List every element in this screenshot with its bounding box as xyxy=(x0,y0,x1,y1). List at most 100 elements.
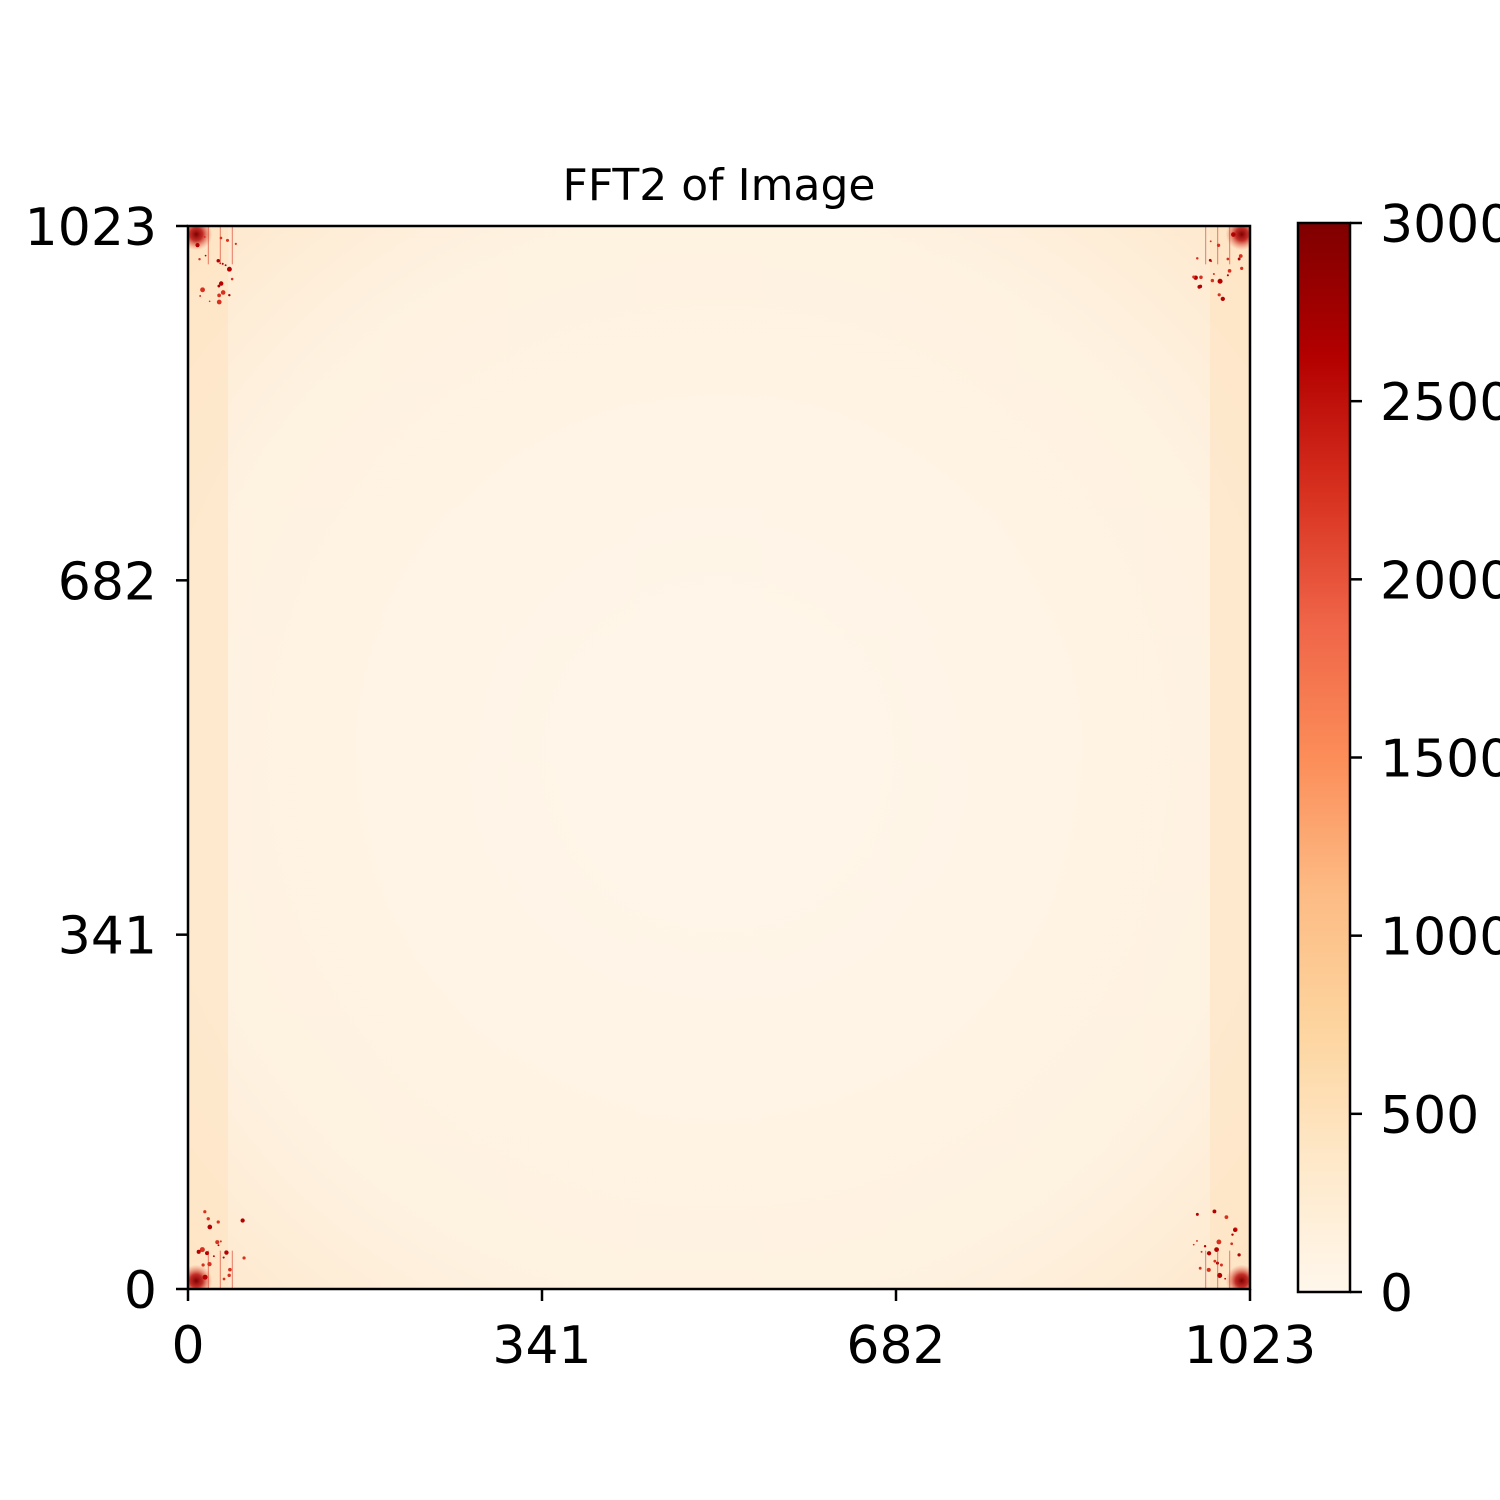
peak-speckle xyxy=(1195,1212,1199,1216)
peak-speckle xyxy=(195,243,200,248)
peak-speckle xyxy=(1217,278,1223,284)
peak-speckle xyxy=(226,266,232,272)
colorbar xyxy=(1298,223,1350,1292)
peak-speckle xyxy=(1238,254,1243,258)
heatmap-image xyxy=(188,226,1250,1289)
y-tick-label: 0 xyxy=(124,1261,157,1321)
peak-speckle xyxy=(219,1240,222,1243)
peak-speckle xyxy=(230,277,234,281)
peak-speckle xyxy=(240,1218,245,1223)
peak-speckle xyxy=(1212,1209,1217,1214)
plot-frame xyxy=(186,224,1252,1291)
colorbar-tick-label: 2500 xyxy=(1380,373,1500,433)
peak-speckle xyxy=(1214,1247,1219,1252)
y-tick-label: 682 xyxy=(58,552,157,612)
peak-speckle xyxy=(222,1277,226,1281)
peak-speckle xyxy=(1240,266,1244,271)
peak-speckle xyxy=(1226,274,1229,277)
peak-speckle xyxy=(224,264,227,267)
edge-band-left xyxy=(188,226,228,1289)
peak-speckle xyxy=(217,284,221,288)
x-tick-label: 0 xyxy=(171,1316,204,1376)
colorbar-tick-label: 500 xyxy=(1380,1086,1479,1146)
peak-speckle xyxy=(1209,240,1212,243)
peak-speckle xyxy=(203,1210,207,1214)
x-axis: 0 341 682 1023 xyxy=(171,1289,1316,1376)
x-tick-label: 341 xyxy=(492,1316,591,1376)
corner-peak xyxy=(188,1264,213,1289)
corner-peak xyxy=(188,226,213,251)
peak-speckle xyxy=(1226,257,1230,261)
peak-speckle xyxy=(199,295,202,297)
peak-speckle xyxy=(1216,1239,1222,1245)
peak-speckle xyxy=(207,1224,213,1230)
y-tick-label: 1023 xyxy=(25,198,157,258)
peak-speckle xyxy=(1231,232,1236,237)
peak-speckle xyxy=(228,1267,232,1272)
peak-speckle xyxy=(1197,285,1202,289)
peak-speckle xyxy=(227,1273,231,1278)
peak-speckle xyxy=(1237,1253,1241,1257)
peak-speckle xyxy=(1224,1215,1229,1220)
colorbar-axis: 0 500 1000 1500 2000 2500 3000 xyxy=(1350,195,1500,1324)
peak-speckle xyxy=(1199,275,1203,280)
peak-speckle xyxy=(1196,257,1199,260)
colorbar-tick-label: 1500 xyxy=(1380,730,1500,790)
peak-speckle xyxy=(204,254,207,257)
y-axis: 0 341 682 1023 xyxy=(25,198,188,1321)
chart-title: FFT2 of Image xyxy=(563,160,876,211)
colorbar-tick-label: 1000 xyxy=(1380,908,1500,968)
peak-speckle xyxy=(1233,1228,1237,1232)
peak-speckle xyxy=(198,257,201,261)
peak-speckle xyxy=(1208,258,1212,262)
peak-speckle xyxy=(196,1249,201,1254)
x-tick-label: 682 xyxy=(846,1316,945,1376)
peak-speckle xyxy=(1200,1250,1203,1253)
corner-peak xyxy=(1225,226,1250,251)
peak-speckle xyxy=(1192,275,1196,279)
peak-speckle xyxy=(217,1244,220,1247)
peak-speckle xyxy=(199,1247,205,1253)
peak-speckle xyxy=(217,293,221,298)
peak-speckle xyxy=(1206,1251,1212,1256)
peak-speckle xyxy=(216,299,222,305)
peak-speckle xyxy=(1210,278,1215,283)
peak-speckle xyxy=(1220,296,1225,302)
peak-speckle xyxy=(1213,1259,1217,1263)
peak-speckle xyxy=(1217,1272,1223,1278)
peak-speckle xyxy=(216,258,221,263)
peak-speckle xyxy=(220,290,226,295)
heatmap-peaks xyxy=(188,226,1250,1289)
peak-speckle xyxy=(208,300,211,303)
peak-speckle xyxy=(242,1256,246,1260)
peak-speckle xyxy=(221,262,224,265)
peak-speckle xyxy=(234,242,237,245)
heatmap-edge-bands xyxy=(188,226,1250,1289)
peak-speckle xyxy=(201,1263,205,1267)
peak-speckle xyxy=(206,1217,210,1221)
peak-speckle xyxy=(1217,293,1221,297)
heatmap-vignette xyxy=(188,226,1250,1289)
colorbar-tick-label: 2000 xyxy=(1380,551,1500,611)
peak-speckle xyxy=(1196,1239,1198,1242)
peak-speckle xyxy=(1230,1242,1234,1246)
peak-speckle xyxy=(1203,1245,1207,1248)
peak-speckle xyxy=(1227,269,1232,273)
peak-speckle xyxy=(203,235,206,238)
peak-speckle xyxy=(1237,257,1241,261)
colorbar-tick-label: 3000 xyxy=(1380,195,1500,255)
x-tick-label: 1023 xyxy=(1184,1316,1316,1376)
corner-peak xyxy=(1225,1264,1250,1289)
peak-speckle xyxy=(1212,272,1215,276)
peak-speckle xyxy=(1206,1267,1211,1272)
peak-speckle xyxy=(225,238,230,242)
peak-speckle xyxy=(218,281,224,286)
y-tick-label: 341 xyxy=(58,907,157,967)
peak-speckle xyxy=(212,1255,215,1258)
peak-speckle xyxy=(200,287,205,293)
colorbar-tick-label: 0 xyxy=(1380,1264,1413,1324)
peak-speckle xyxy=(1224,1277,1227,1280)
peak-speckle xyxy=(215,1240,220,1245)
peak-speckle xyxy=(1198,1266,1202,1270)
